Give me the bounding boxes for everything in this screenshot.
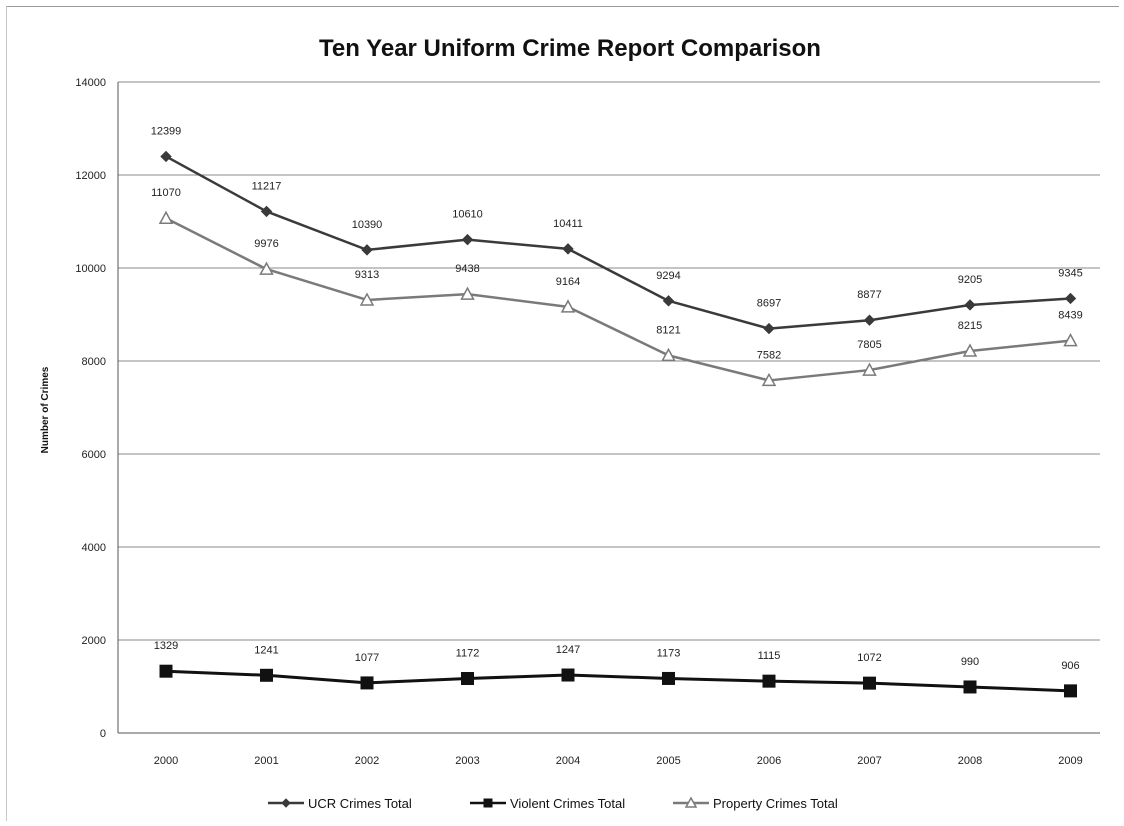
data-point (863, 676, 876, 690)
data-point (863, 314, 876, 326)
data-point (862, 362, 877, 376)
data-point (761, 372, 777, 387)
data-label: 9205 (958, 274, 982, 286)
data-label: 10610 (452, 209, 483, 221)
legend-marker (684, 796, 698, 808)
series-markers (158, 150, 1078, 698)
y-tick-label: 0 (100, 728, 106, 740)
legend-entry: Violent Crimes Total (510, 796, 625, 811)
data-point (260, 205, 273, 218)
legend-marker (483, 798, 493, 808)
data-label: 1172 (456, 648, 480, 660)
legend-entry: UCR Crimes Total (308, 796, 412, 811)
data-label: 8439 (1058, 310, 1082, 322)
data-point (360, 676, 374, 690)
data-label: 12399 (151, 125, 182, 137)
x-tick-label: 2003 (455, 755, 479, 767)
data-point (1063, 333, 1078, 347)
data-point (963, 680, 977, 694)
y-tick-label: 6000 (82, 449, 106, 461)
x-tick-label: 2000 (154, 755, 178, 767)
y-axis-label: Number of Crimes (40, 366, 51, 453)
y-tick-label: 10000 (75, 263, 106, 275)
data-point (962, 343, 978, 357)
data-label: 1247 (556, 644, 580, 656)
data-label: 8121 (656, 324, 680, 336)
axes (117, 82, 1100, 734)
data-point (562, 243, 574, 255)
legend: UCR Crimes Total Violent Crimes Total Prop… (268, 796, 838, 811)
data-label: 9164 (556, 276, 580, 288)
gridlines (118, 81, 1100, 641)
data-label: 7805 (857, 339, 881, 351)
data-label: 9438 (455, 263, 479, 275)
x-tick-label: 2005 (656, 755, 680, 767)
x-tick-label: 2004 (556, 755, 580, 767)
data-point (361, 244, 373, 256)
data-label: 10390 (352, 219, 383, 231)
data-point (461, 233, 474, 246)
series-lines (165, 155, 1071, 693)
data-label: 10411 (553, 218, 583, 230)
data-point (1064, 292, 1077, 305)
data-point (661, 347, 676, 362)
data-point (160, 150, 172, 163)
series-line-0 (165, 155, 1071, 330)
data-label: 9294 (656, 270, 680, 282)
data-point (662, 671, 675, 685)
data-point (260, 668, 273, 682)
x-tick-label: 2006 (757, 755, 781, 767)
data-point (158, 210, 174, 224)
data-label: 9313 (355, 269, 379, 281)
series-line-2 (165, 217, 1071, 382)
data-label: 8877 (857, 289, 881, 301)
data-point (964, 299, 976, 311)
y-tick-label: 8000 (82, 356, 106, 368)
data-label: 9976 (254, 238, 278, 250)
data-label: 1329 (154, 640, 178, 652)
data-point (560, 299, 576, 313)
data-point (460, 286, 475, 300)
x-tick-label: 2007 (857, 755, 881, 767)
series-line-1 (165, 669, 1071, 693)
data-point (359, 292, 375, 306)
data-point (763, 322, 775, 335)
x-tick-label: 2001 (254, 755, 278, 767)
data-label: 11070 (151, 187, 181, 199)
data-label: 8215 (958, 320, 982, 332)
data-label: 1115 (758, 650, 781, 662)
data-point (762, 674, 776, 688)
tick-labels: 0 2000 4000 6000 8000 10000 12000 14000 2000 2001… (75, 77, 1082, 767)
data-label: 8697 (757, 298, 781, 310)
y-tick-label: 12000 (75, 170, 106, 182)
data-label: 11217 (252, 180, 282, 192)
y-tick-label: 4000 (82, 542, 106, 554)
data-label: 990 (961, 656, 979, 668)
data-point (461, 672, 474, 686)
data-label: 1077 (355, 652, 379, 664)
data-label: 7582 (757, 349, 781, 361)
data-label: 906 (1061, 660, 1079, 672)
chart-frame (6, 6, 1119, 821)
data-label: 9345 (1058, 267, 1082, 279)
data-label: 1241 (254, 644, 278, 656)
data-labels: 12399 11217 10390 10610 10411 9294 8697 8877 920… (151, 125, 1083, 671)
data-label: 1072 (857, 652, 881, 664)
legend-marker (281, 798, 291, 808)
y-tick-label: 2000 (82, 635, 106, 647)
data-point (259, 261, 274, 275)
x-tick-label: 2008 (958, 755, 982, 767)
data-point (662, 295, 675, 307)
x-tick-label: 2009 (1058, 755, 1082, 767)
data-label: 1173 (657, 647, 681, 659)
data-point (1064, 684, 1077, 698)
chart-title: Ten Year Uniform Crime Report Comparison (319, 35, 821, 62)
data-point (159, 664, 173, 678)
x-tick-label: 2002 (355, 755, 379, 767)
legend-entry: Property Crimes Total (713, 796, 838, 811)
y-tick-label: 14000 (75, 77, 106, 89)
data-point (561, 668, 575, 682)
